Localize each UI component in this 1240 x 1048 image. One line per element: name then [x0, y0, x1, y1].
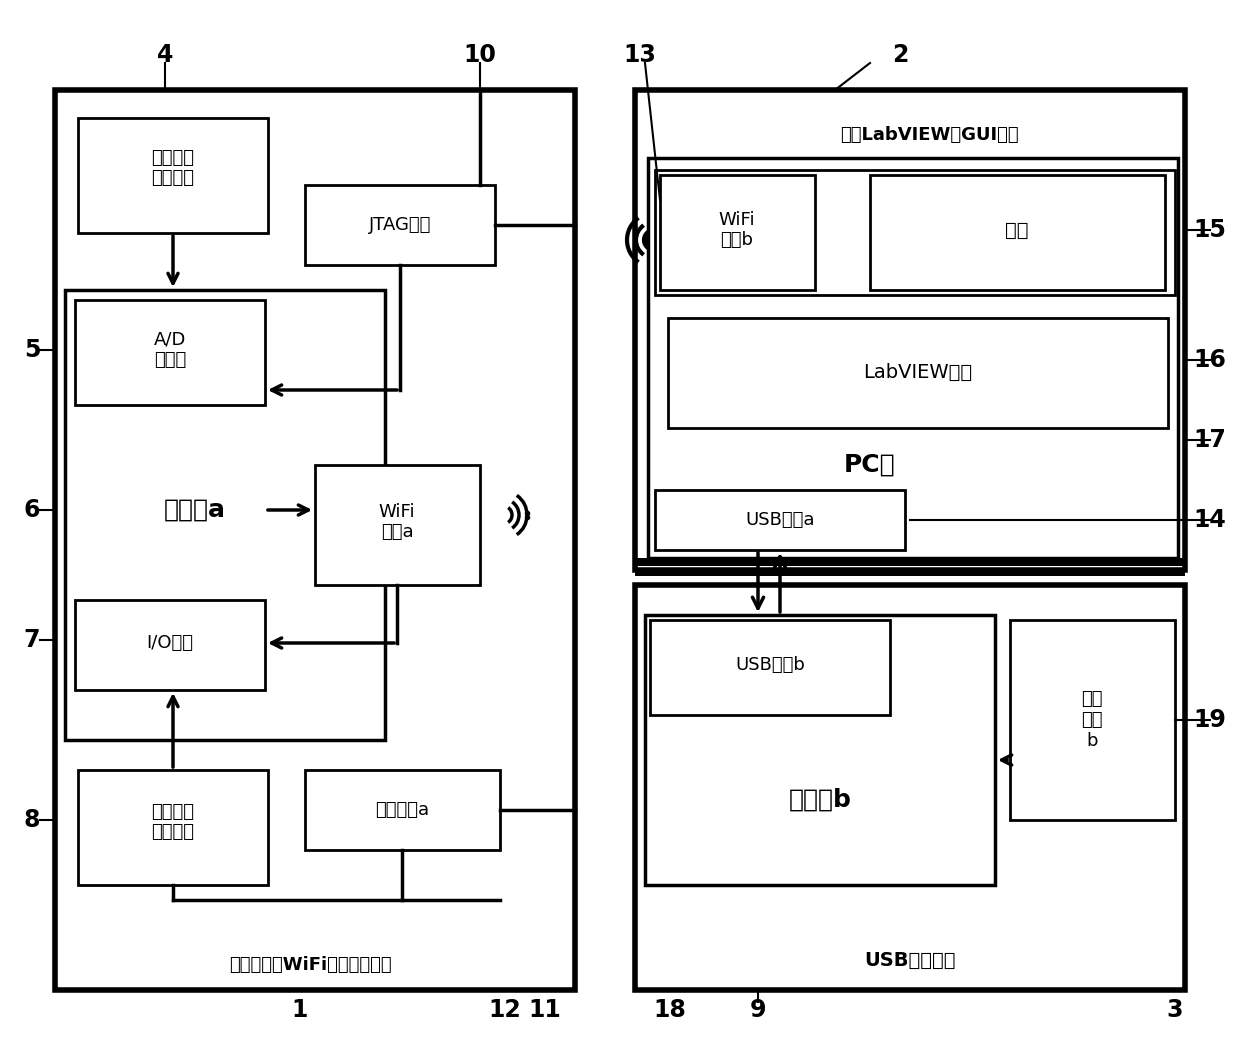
Text: 单片机b: 单片机b: [789, 788, 852, 812]
Text: 16: 16: [1194, 348, 1226, 372]
Bar: [650, 620, 890, 715]
Bar: [74, 601, 265, 690]
Bar: [635, 90, 1185, 570]
Text: WiFi
模块a: WiFi 模块a: [378, 503, 415, 542]
Text: 17: 17: [1194, 428, 1226, 452]
Text: USB模块a: USB模块a: [745, 511, 815, 529]
Text: 4: 4: [156, 43, 174, 67]
Bar: [645, 615, 994, 885]
Bar: [78, 118, 268, 233]
Text: 基于LabVIEW的GUI模块: 基于LabVIEW的GUI模块: [839, 126, 1018, 144]
Text: A/D
转换器: A/D 转换器: [154, 330, 186, 369]
Text: I/O接口: I/O接口: [146, 634, 193, 652]
Bar: [55, 90, 575, 990]
Bar: [635, 585, 1185, 990]
Text: 按键信号
发送模块: 按键信号 发送模块: [151, 803, 195, 842]
Text: 声卡: 声卡: [1006, 220, 1029, 240]
Text: 2: 2: [892, 43, 908, 67]
Text: 信号传感与WiFi发送联合模块: 信号传感与WiFi发送联合模块: [228, 956, 392, 974]
Bar: [655, 170, 1176, 294]
Text: 13: 13: [624, 43, 656, 67]
Text: 电源电路a: 电源电路a: [374, 801, 429, 818]
Text: 8: 8: [24, 808, 40, 832]
Bar: [305, 185, 495, 265]
Text: 14: 14: [1194, 508, 1226, 532]
Text: USB通信模块: USB通信模块: [864, 951, 956, 969]
Bar: [635, 568, 1185, 576]
Text: 15: 15: [1194, 218, 1226, 242]
Bar: [655, 490, 905, 550]
Text: 6: 6: [24, 498, 40, 522]
Text: USB模块b: USB模块b: [735, 656, 805, 674]
Bar: [74, 300, 265, 405]
Text: 3: 3: [1167, 998, 1183, 1022]
Bar: [64, 290, 384, 740]
Bar: [635, 558, 1185, 566]
Text: 单片机a: 单片机a: [164, 498, 226, 522]
Text: PC机: PC机: [844, 453, 895, 477]
Bar: [1011, 620, 1176, 820]
Text: 9: 9: [750, 998, 766, 1022]
Bar: [315, 465, 480, 585]
Bar: [668, 318, 1168, 428]
Bar: [870, 175, 1166, 290]
Text: 7: 7: [24, 628, 40, 652]
Text: 电源
电路
b: 电源 电路 b: [1081, 691, 1102, 749]
Text: 12: 12: [489, 998, 521, 1022]
Text: 11: 11: [528, 998, 562, 1022]
Text: WiFi
模块b: WiFi 模块b: [719, 211, 755, 249]
Text: 5: 5: [24, 339, 40, 362]
Text: 19: 19: [1194, 708, 1226, 732]
Text: 语音信号
发送模块: 语音信号 发送模块: [151, 149, 195, 188]
Bar: [660, 175, 815, 290]
Bar: [649, 158, 1178, 558]
Text: 18: 18: [653, 998, 687, 1022]
Text: 1: 1: [291, 998, 309, 1022]
Text: JTAG电路: JTAG电路: [368, 216, 432, 234]
Bar: [78, 770, 268, 885]
Bar: [305, 770, 500, 850]
Text: 10: 10: [464, 43, 496, 67]
Text: LabVIEW软件: LabVIEW软件: [863, 363, 972, 381]
